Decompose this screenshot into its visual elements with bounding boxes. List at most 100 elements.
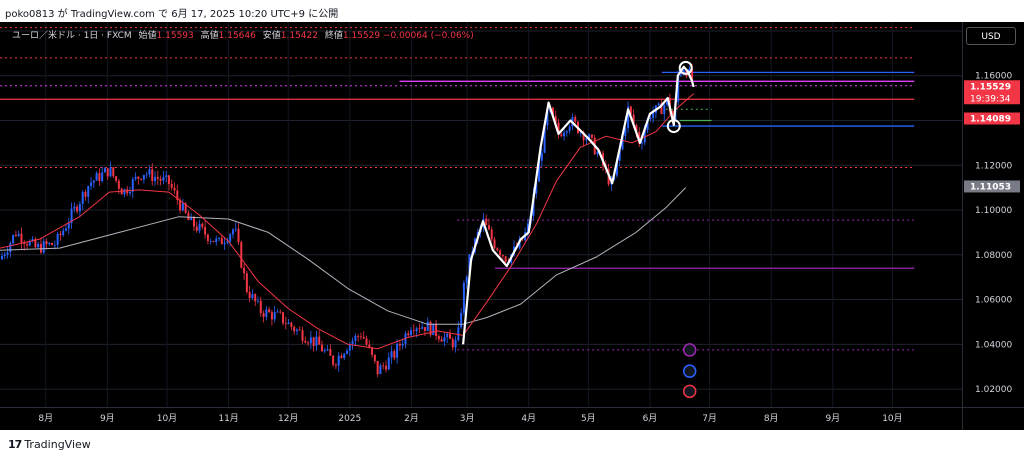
candle-body xyxy=(67,223,70,229)
moving-average-long xyxy=(0,187,687,325)
candle-body xyxy=(318,336,321,345)
y-tick-label: 1.16000 xyxy=(975,72,1012,82)
candle-body xyxy=(131,179,134,192)
candle-body xyxy=(568,126,571,132)
candle-body xyxy=(245,273,248,293)
candle-body xyxy=(101,172,104,182)
candle-body xyxy=(323,350,326,352)
candle-body xyxy=(279,311,282,313)
candle-body xyxy=(437,335,440,340)
low-value: 1.15422 xyxy=(280,31,318,41)
candle-body xyxy=(660,103,663,115)
candle-body xyxy=(621,135,624,150)
candle-body xyxy=(574,117,577,122)
candle-body xyxy=(20,233,23,243)
x-tick-label: 2月 xyxy=(404,413,419,424)
candle-body xyxy=(329,349,332,356)
price-axis-label-bg xyxy=(964,80,1020,105)
candle-body xyxy=(538,160,541,182)
x-tick-label: 5月 xyxy=(581,413,596,424)
candle-body xyxy=(632,114,635,125)
candle-body xyxy=(181,203,184,211)
brand-label: TradingView xyxy=(24,438,91,451)
candle-body xyxy=(543,125,546,153)
candle-body xyxy=(9,243,12,253)
candle-body xyxy=(231,229,234,235)
candle-body xyxy=(426,321,429,332)
candle-body xyxy=(307,342,310,344)
x-tick-label: 8月 xyxy=(38,413,53,424)
candle-body xyxy=(262,313,265,317)
candle-body xyxy=(487,225,490,230)
candle-body xyxy=(187,212,190,221)
candle-body xyxy=(396,343,399,358)
pivot-circle-marker xyxy=(666,119,681,134)
candle-body xyxy=(691,68,694,82)
candle-body xyxy=(87,186,90,197)
candle-body xyxy=(348,343,351,351)
candle-body xyxy=(48,242,51,245)
candle-body xyxy=(332,355,335,365)
candle-body xyxy=(12,234,15,244)
x-tick-label: 11月 xyxy=(218,413,238,424)
candle-body xyxy=(62,230,65,236)
candle-body xyxy=(223,242,226,245)
candle-body xyxy=(499,250,502,256)
candle-body xyxy=(334,364,337,366)
price-chart[interactable]: 1.02000 1.04000 1.06000 1.08000 1.10000 1.120… xyxy=(0,22,1024,430)
candle-body xyxy=(81,191,84,204)
x-tick-label: 3月 xyxy=(460,413,475,424)
candle-body xyxy=(78,203,81,212)
candle-body xyxy=(251,294,254,299)
candle-body xyxy=(629,106,632,115)
candle-body xyxy=(588,134,591,139)
symbol-label: ユーロ／米ドル · 1日 · FXCM xyxy=(12,31,132,41)
candle-body xyxy=(640,142,643,144)
y-tick-label: 1.08000 xyxy=(975,251,1012,261)
candle-body xyxy=(201,223,204,227)
candle-body xyxy=(585,138,588,141)
x-tick-label: 8月 xyxy=(764,413,779,424)
x-tick-label: 9月 xyxy=(825,413,840,424)
candle-body xyxy=(677,74,680,102)
candle-body xyxy=(365,338,368,345)
candle-body xyxy=(432,323,435,336)
candle-body xyxy=(173,187,176,191)
candle-body xyxy=(496,248,499,251)
candle-body xyxy=(652,112,655,118)
currency-button[interactable]: USD xyxy=(966,27,1016,45)
candle-body xyxy=(635,124,638,132)
candle-body xyxy=(134,176,137,180)
candle-body xyxy=(268,309,271,313)
candle-body xyxy=(34,239,37,248)
candle-body xyxy=(198,223,201,231)
candle-body xyxy=(454,340,457,348)
candle-body xyxy=(679,74,682,76)
candle-body xyxy=(315,336,318,346)
candle-body xyxy=(501,255,504,257)
candle-body xyxy=(215,238,218,242)
publish-info-text: poko0813 が TradingView.com で 6月 17, 2025… xyxy=(5,9,339,20)
candle-body xyxy=(565,131,568,133)
candle-body xyxy=(312,337,315,346)
candle-body xyxy=(256,300,259,302)
candle-body xyxy=(98,173,101,182)
candle-body xyxy=(56,233,59,245)
candle-body xyxy=(554,116,557,123)
candle-body xyxy=(14,234,17,236)
candle-body xyxy=(451,338,454,348)
tradingview-logo[interactable]: 17 TradingView xyxy=(8,438,91,451)
candle-body xyxy=(59,233,62,236)
candle-body xyxy=(354,335,357,342)
candle-body xyxy=(229,234,232,242)
candle-body xyxy=(170,183,173,188)
candle-body xyxy=(423,327,426,332)
candle-body xyxy=(448,333,451,339)
candle-body xyxy=(156,177,159,179)
x-tick-label: 9月 xyxy=(100,413,115,424)
candle-body xyxy=(234,228,237,230)
candle-body xyxy=(440,339,443,342)
candle-body xyxy=(226,241,229,243)
candle-body xyxy=(465,276,468,283)
